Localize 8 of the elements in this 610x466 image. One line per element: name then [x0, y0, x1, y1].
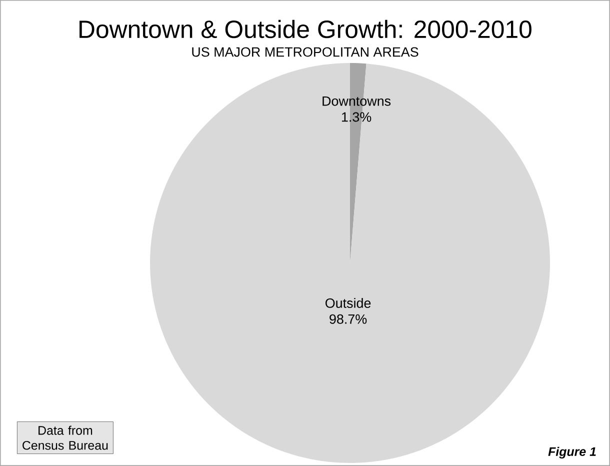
- text: Data from Census Bureau: [22, 426, 108, 450]
- data-label: 1.3%: [342, 112, 372, 122]
- caption: Figure 1: [548, 446, 596, 458]
- chart-title: Downtown & Outside Growth: 2000-2010: [80, 20, 532, 38]
- slice-label: Outside: [326, 298, 371, 308]
- slice-label: Downtowns: [322, 96, 391, 106]
- data-label: 98.7%: [330, 314, 367, 324]
- chart-subtitle: US MAJOR METROPOLITAN AREAS: [192, 47, 418, 57]
